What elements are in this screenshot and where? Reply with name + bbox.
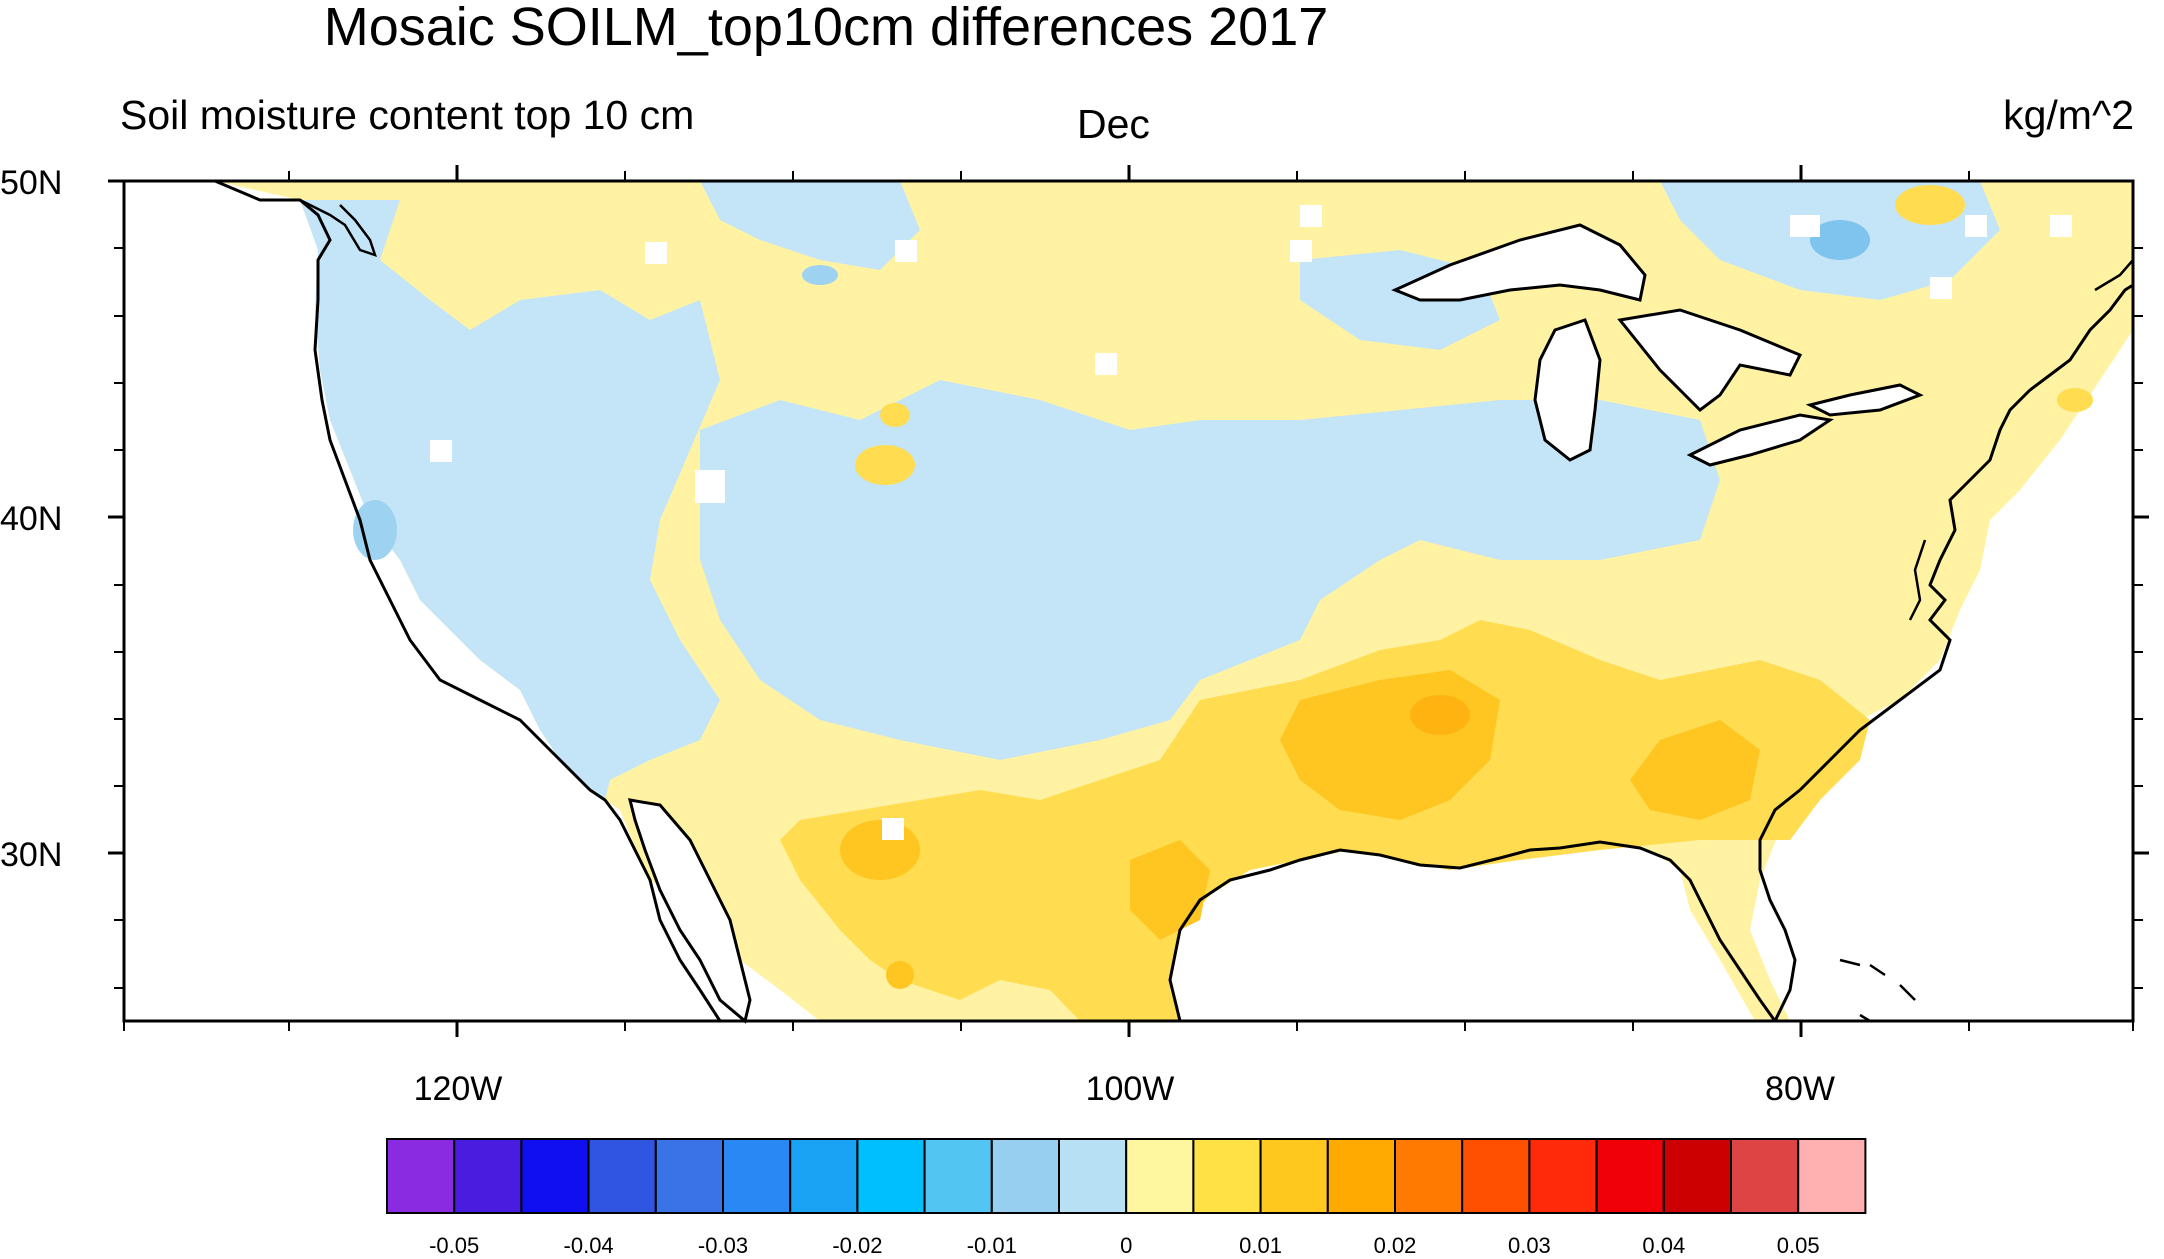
colorbar-label: 0	[1120, 1233, 1133, 1258]
colorbar-box	[453, 1138, 523, 1214]
missing-cell	[1930, 277, 1952, 299]
colorbar-label: -0.01	[966, 1233, 1017, 1258]
axis-ticks	[108, 165, 2149, 1037]
colorbar-box	[1662, 1138, 1733, 1214]
colorbar-label: -0.02	[832, 1233, 883, 1258]
california-darker-blue	[353, 500, 397, 560]
maine-yellow-spot	[2057, 388, 2093, 412]
nebraska-yellow-spot	[855, 445, 915, 485]
missing-cell	[895, 240, 917, 262]
colorbar-box	[1125, 1138, 1195, 1214]
colorbar-box	[1394, 1138, 1464, 1214]
missing-cell	[645, 242, 667, 264]
colorbar-box	[722, 1138, 792, 1214]
lat-label-30n: 30N	[0, 836, 63, 874]
colorbar-label: 0.02	[1373, 1233, 1417, 1258]
western-blue-region	[300, 200, 720, 800]
colorbar-label: 0.05	[1776, 1233, 1820, 1258]
bahamas-islands	[1839, 958, 1916, 1023]
colorbar-label: 0.03	[1507, 1233, 1551, 1258]
missing-cell	[430, 440, 452, 462]
colorbar-box	[587, 1138, 657, 1214]
lon-label-80w: 80W	[1765, 1070, 1835, 1108]
variable-description: Soil moisture content top 10 cm	[120, 92, 695, 138]
lat-label-50n: 50N	[0, 164, 63, 202]
colorbar-label: 0.04	[1642, 1233, 1686, 1258]
lake-huron	[1617, 308, 1803, 412]
colorbar-box	[386, 1138, 456, 1214]
canada-border-east	[2094, 259, 2134, 292]
new-mexico-orange	[840, 820, 920, 880]
texas-west-orange	[886, 961, 914, 989]
colorbar-box	[856, 1138, 926, 1214]
missing-cell	[695, 470, 725, 503]
colorbar-label: -0.03	[697, 1233, 749, 1258]
colorbar-label: -0.04	[563, 1233, 614, 1258]
colorbar-label: 0.01	[1239, 1233, 1282, 1258]
map-title: Mosaic SOILM_top10cm differences 2017	[323, 0, 1329, 57]
lake-erie	[1686, 413, 1834, 467]
gulf-coastline	[1168, 840, 1777, 1022]
north-blue-patch	[700, 181, 920, 270]
colorbar-box	[1326, 1138, 1397, 1214]
chesapeake-coastline	[1908, 539, 1927, 621]
missing-cell	[1095, 353, 1117, 375]
colorbar-box	[789, 1138, 859, 1214]
arkansas-core	[1410, 695, 1470, 735]
lake-superior	[1391, 223, 1647, 302]
lon-label-100w: 100W	[1085, 1070, 1175, 1108]
colorbar-box	[1730, 1138, 1800, 1214]
michigan-darker-blue	[1810, 220, 1870, 260]
florida-coastline	[1758, 788, 1801, 1022]
missing-cell	[882, 818, 904, 840]
units-label: kg/m^2	[2003, 92, 2134, 138]
minor-ticks	[114, 171, 2143, 1031]
colorbar-label: -0.05	[429, 1233, 480, 1258]
missing-cell	[1300, 205, 1322, 227]
colorbar-box	[520, 1138, 590, 1214]
wa-darker-blue	[802, 265, 838, 285]
colorbar-box	[1595, 1138, 1665, 1214]
missing-cell	[2050, 215, 2072, 237]
missing-cell	[1965, 215, 1987, 237]
colorbar	[386, 1138, 1867, 1214]
pacific-coastline	[214, 179, 722, 1022]
colorbar-box	[1528, 1138, 1598, 1214]
colorbar-box	[1259, 1138, 1329, 1214]
colorbar-box	[1058, 1138, 1128, 1214]
colorbar-box	[923, 1138, 993, 1214]
lake-michigan	[1533, 318, 1602, 462]
puget-sound-coastline	[299, 198, 377, 257]
lon-label-120w: 120W	[413, 1070, 503, 1108]
quebec-yellow-spot	[1895, 185, 1965, 225]
central-blue-region	[700, 380, 1720, 760]
month-label: Dec	[1077, 101, 1150, 147]
missing-cell	[1790, 215, 1820, 237]
southern-yellow-region	[780, 620, 1870, 1021]
atlantic-coastline	[1798, 283, 2134, 792]
colorbar-box	[1797, 1138, 1867, 1214]
dakota-yellow-spot	[880, 403, 910, 427]
lake-ontario	[1805, 383, 1924, 417]
colorbar-box	[654, 1138, 724, 1214]
colorbar-box	[1461, 1138, 1531, 1214]
missing-cell	[1290, 240, 1312, 262]
lat-label-40n: 40N	[0, 500, 63, 538]
colorbar-box	[1192, 1138, 1262, 1214]
colorbar-box	[990, 1138, 1060, 1214]
soil-moisture-field	[215, 181, 2133, 1021]
georgia-orange	[1630, 720, 1760, 820]
